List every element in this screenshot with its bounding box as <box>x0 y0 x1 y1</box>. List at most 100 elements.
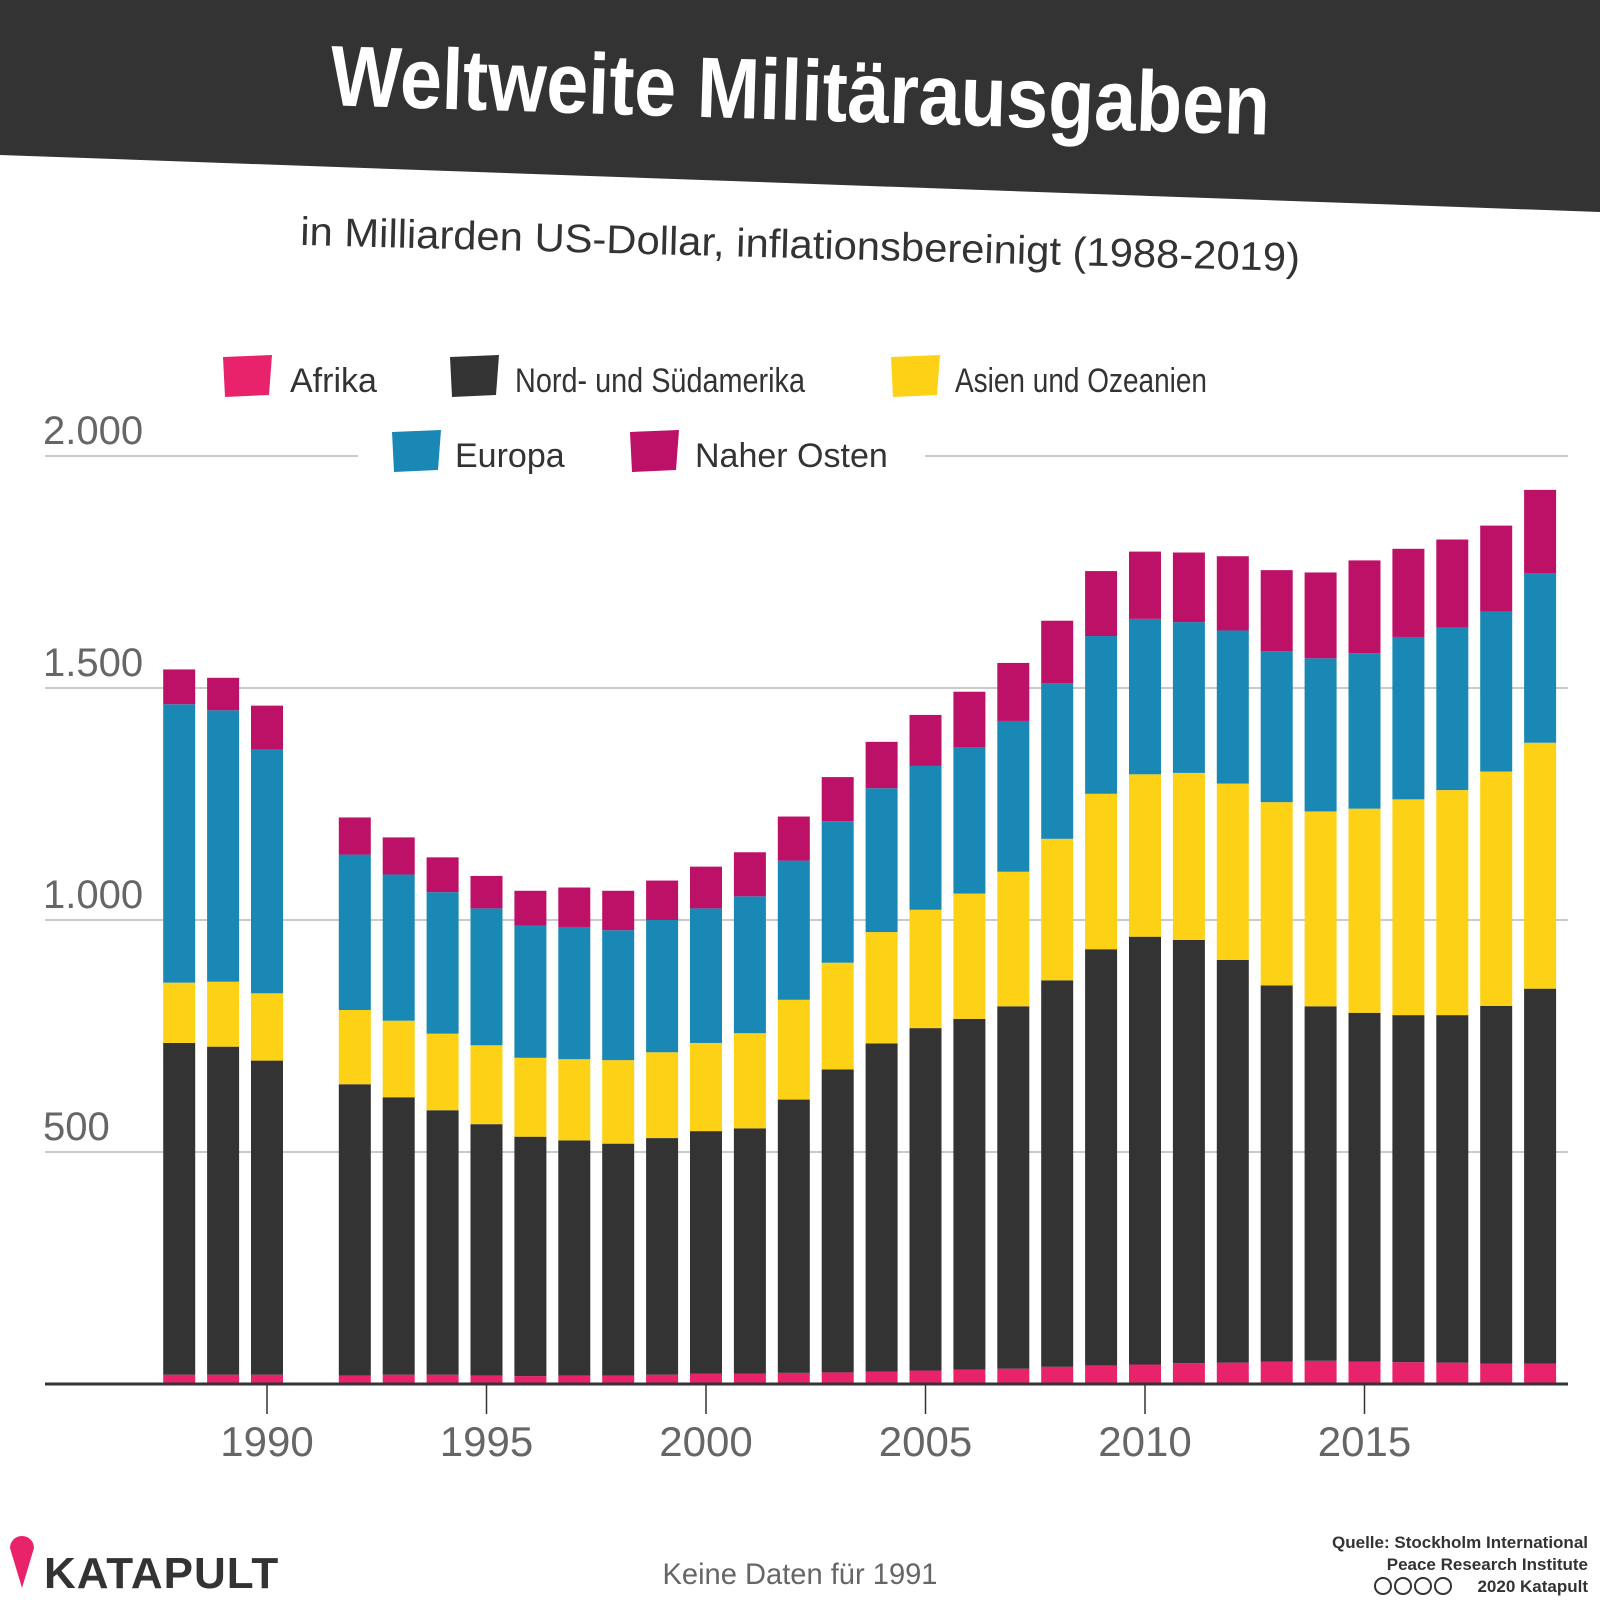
bar-asien-2013 <box>1260 802 1293 986</box>
bar-amerika-2014 <box>1304 1006 1337 1361</box>
nd-icon <box>1434 1577 1452 1595</box>
legend-label-afrika: Afrika <box>290 362 377 400</box>
bar-europa-2005 <box>909 765 942 910</box>
bar-amerika-2008 <box>1041 980 1074 1367</box>
bar-nahost-2013 <box>1260 570 1293 652</box>
bar-europa-1995 <box>470 908 503 1046</box>
bar-asien-1990 <box>251 993 283 1061</box>
bar-asien-2015 <box>1348 808 1381 1013</box>
y-tick-label: 1.500 <box>43 641 143 685</box>
bar-afrika-2016 <box>1392 1362 1425 1384</box>
bar-afrika-1996 <box>514 1376 547 1384</box>
bar-afrika-2011 <box>1172 1363 1205 1384</box>
bar-asien-1995 <box>470 1045 503 1125</box>
bar-europa-2018 <box>1480 611 1513 772</box>
bars <box>163 489 1557 1384</box>
bar-nahost-1989 <box>207 677 240 711</box>
bar-afrika-2015 <box>1348 1361 1381 1384</box>
bar-asien-2019 <box>1524 742 1557 989</box>
bar-nahost-2017 <box>1436 539 1469 628</box>
legend-swatch-europa <box>392 430 441 472</box>
copyright: 2020 Katapult <box>1477 1577 1588 1596</box>
bar-afrika-2000 <box>690 1373 722 1384</box>
bar-asien-1989 <box>207 981 240 1047</box>
bar-europa-2017 <box>1436 627 1469 791</box>
y-tick-label: 1.000 <box>43 873 143 917</box>
bar-afrika-1990 <box>251 1374 283 1384</box>
bar-amerika-2001 <box>733 1128 766 1374</box>
bar-afrika-2012 <box>1216 1362 1249 1384</box>
bar-afrika-2004 <box>865 1371 898 1384</box>
bar-asien-2006 <box>953 893 986 1019</box>
bar-asien-1999 <box>646 1052 679 1139</box>
x-tick-label: 1990 <box>220 1418 313 1465</box>
bar-afrika-2019 <box>1524 1363 1557 1384</box>
bar-amerika-2002 <box>777 1099 810 1373</box>
brand-name: KATAPULT <box>44 1549 279 1598</box>
bar-asien-1998 <box>602 1060 635 1144</box>
x-tick-label: 2010 <box>1098 1418 1191 1465</box>
bar-asien-2000 <box>690 1042 722 1132</box>
bar-nahost-2007 <box>997 662 1030 721</box>
bar-amerika-2019 <box>1524 988 1557 1364</box>
bar-asien-2011 <box>1172 772 1205 940</box>
bar-asien-1992 <box>338 1010 371 1085</box>
bar-afrika-2017 <box>1436 1362 1469 1384</box>
bar-asien-2018 <box>1480 771 1513 1006</box>
x-tick-label: 2015 <box>1318 1418 1411 1465</box>
legend-label-europa: Europa <box>455 437 565 475</box>
bar-nahost-2016 <box>1392 548 1425 637</box>
bar-asien-1994 <box>426 1033 459 1111</box>
bar-asien-2012 <box>1216 783 1249 960</box>
bar-nahost-2001 <box>733 852 766 897</box>
bar-nahost-2010 <box>1129 551 1161 619</box>
bar-amerika-1999 <box>646 1138 679 1375</box>
bar-amerika-1997 <box>558 1140 591 1376</box>
bar-europa-1993 <box>382 874 415 1021</box>
bar-afrika-2001 <box>733 1373 766 1384</box>
bar-afrika-1992 <box>338 1375 371 1384</box>
legend-swatch-asien <box>891 355 940 397</box>
nc-icon <box>1414 1577 1432 1595</box>
bar-europa-2000 <box>690 908 722 1043</box>
legend-item-afrika: Afrika <box>223 355 377 400</box>
brand-logo: KATAPULT <box>10 1536 279 1598</box>
x-tick-label: 2005 <box>879 1418 972 1465</box>
bar-nahost-1993 <box>382 837 415 875</box>
legend-label-amerika: Nord- und Südamerika <box>515 362 805 400</box>
bar-nahost-1997 <box>558 887 591 927</box>
bar-amerika-2006 <box>953 1018 986 1370</box>
bar-afrika-1998 <box>602 1375 635 1384</box>
bar-europa-1998 <box>602 930 635 1061</box>
y-tick-label: 2.000 <box>43 409 143 453</box>
bar-europa-2010 <box>1129 618 1161 775</box>
bar-asien-2007 <box>997 871 1030 1007</box>
legend-item-amerika: Nord- und Südamerika <box>450 355 805 400</box>
bar-asien-1996 <box>514 1057 547 1137</box>
bar-afrika-2005 <box>909 1370 942 1384</box>
bar-nahost-2002 <box>777 816 810 861</box>
bar-afrika-2010 <box>1129 1364 1161 1384</box>
bar-afrika-2014 <box>1304 1360 1337 1384</box>
bar-nahost-1995 <box>470 875 503 909</box>
chart-subtitle: in Milliarden US-Dollar, inflationsberei… <box>300 210 1301 280</box>
bar-afrika-2008 <box>1041 1366 1074 1384</box>
bar-asien-2010 <box>1129 774 1161 937</box>
bar-nahost-1998 <box>602 890 635 931</box>
bar-afrika-1999 <box>646 1374 679 1384</box>
legend-item-europa: Europa <box>392 430 565 475</box>
ice-cream-icon <box>10 1536 34 1588</box>
x-tick-label: 1995 <box>440 1418 533 1465</box>
bar-amerika-2012 <box>1216 959 1249 1363</box>
bar-europa-2013 <box>1260 651 1293 803</box>
bar-afrika-1995 <box>470 1375 503 1384</box>
cc-icon <box>1374 1577 1392 1595</box>
bar-amerika-1989 <box>207 1046 240 1375</box>
bar-amerika-2007 <box>997 1006 1030 1369</box>
bar-asien-2001 <box>733 1033 766 1129</box>
bar-europa-2011 <box>1172 622 1205 773</box>
legend-swatch-amerika <box>450 355 499 397</box>
bar-europa-2001 <box>733 896 766 1034</box>
legend-label-asien: Asien und Ozeanien <box>955 362 1207 400</box>
